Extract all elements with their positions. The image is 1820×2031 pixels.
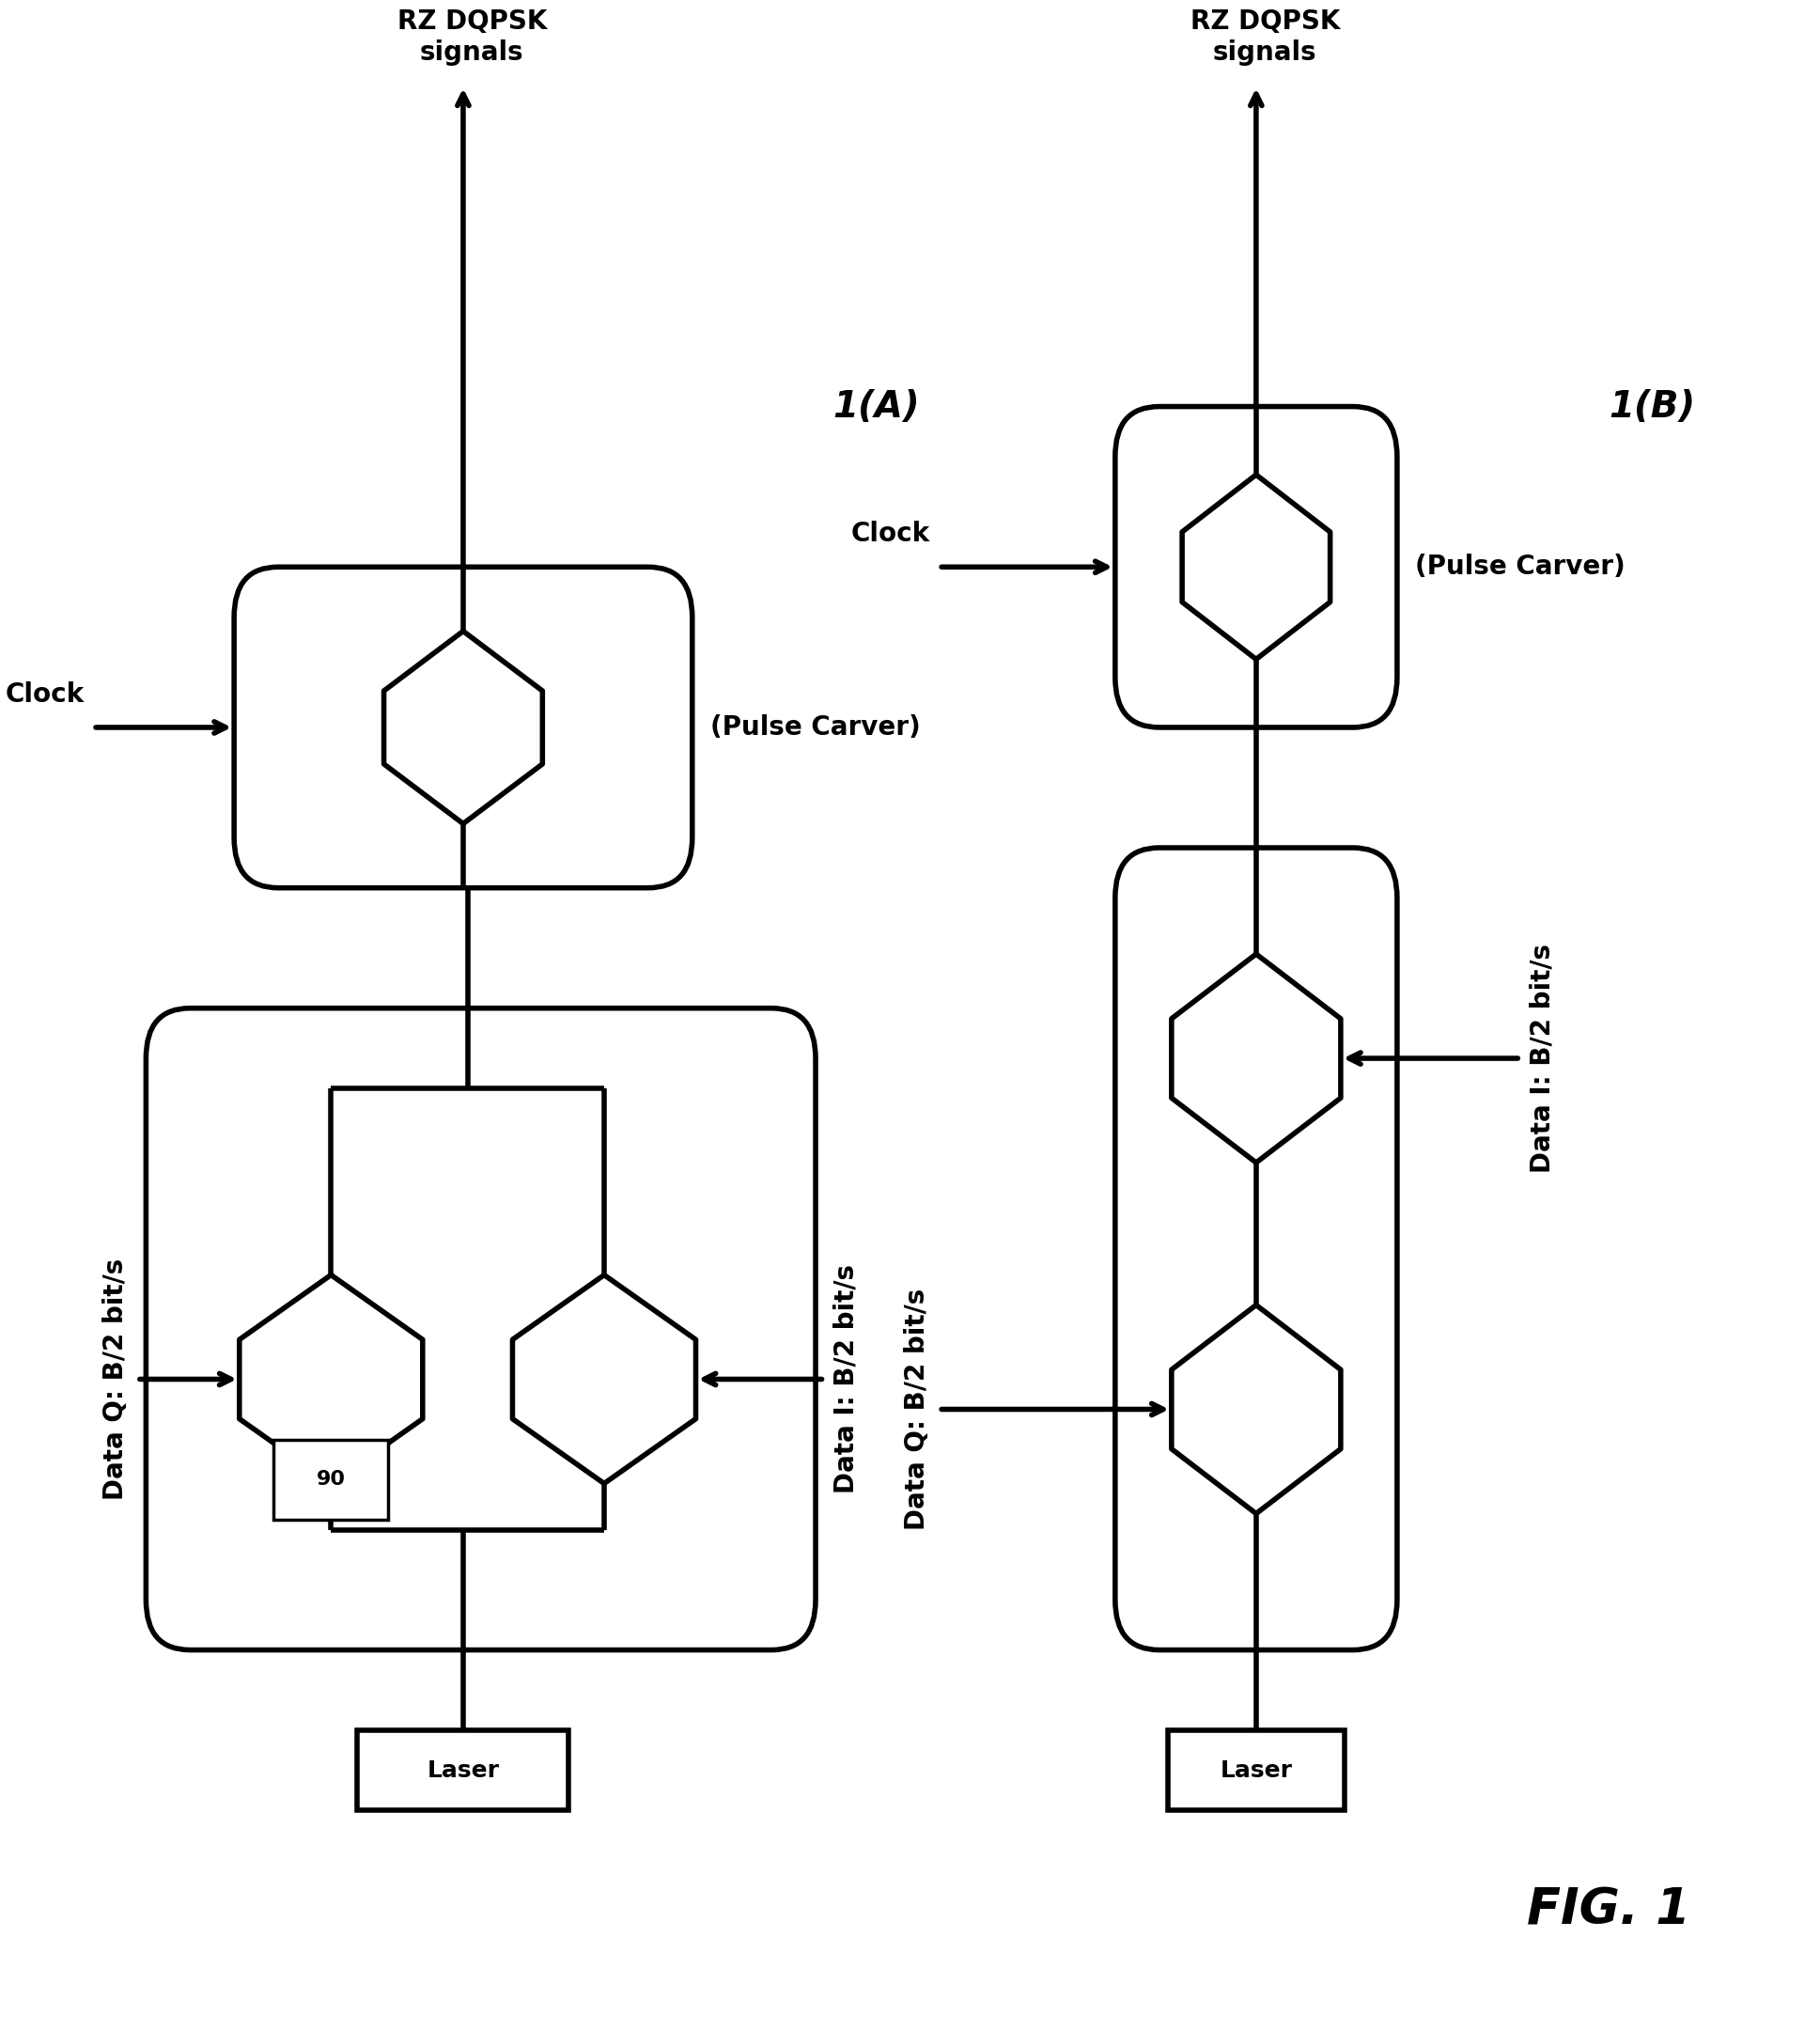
Text: Data Q: B/2 bit/s: Data Q: B/2 bit/s — [905, 1288, 930, 1529]
Text: Laser: Laser — [428, 1759, 499, 1781]
Text: (Pulse Carver): (Pulse Carver) — [710, 715, 921, 741]
FancyBboxPatch shape — [1116, 847, 1398, 1649]
Text: FIG. 1: FIG. 1 — [1527, 1887, 1691, 1936]
FancyBboxPatch shape — [235, 567, 692, 888]
Bar — [357, 1730, 570, 1810]
Text: Laser: Laser — [1219, 1759, 1292, 1781]
FancyBboxPatch shape — [1116, 406, 1398, 727]
Text: Clock: Clock — [5, 680, 84, 707]
Text: 1(B): 1(B) — [1609, 388, 1694, 424]
Bar — [1168, 1730, 1345, 1810]
FancyBboxPatch shape — [146, 1007, 815, 1649]
Text: RZ DQPSK
signals: RZ DQPSK signals — [397, 8, 546, 65]
Bar — [273, 1440, 388, 1519]
Text: Data I: B/2 bit/s: Data I: B/2 bit/s — [1529, 944, 1556, 1174]
Text: Clock: Clock — [852, 520, 930, 546]
Text: RZ DQPSK
signals: RZ DQPSK signals — [1190, 8, 1340, 65]
Text: (Pulse Carver): (Pulse Carver) — [1414, 554, 1625, 581]
Text: Data I: B/2 bit/s: Data I: B/2 bit/s — [834, 1265, 859, 1495]
Text: 1(A): 1(A) — [834, 388, 921, 424]
Text: 90: 90 — [317, 1470, 346, 1489]
Text: Data Q: B/2 bit/s: Data Q: B/2 bit/s — [102, 1259, 129, 1501]
